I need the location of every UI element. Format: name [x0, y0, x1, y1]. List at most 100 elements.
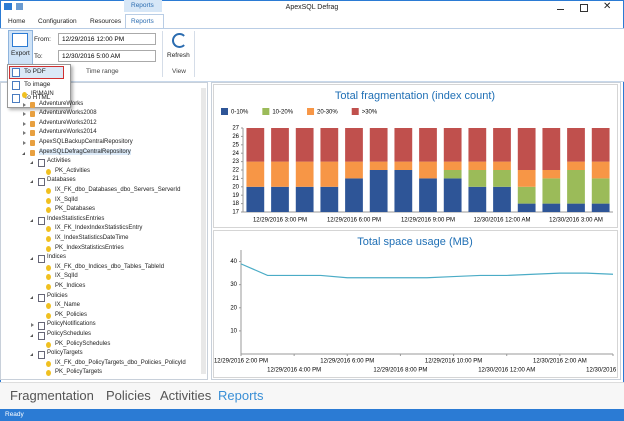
tree-item[interactable]: PK_Activities — [55, 167, 91, 174]
tab[interactable]: Configuration — [38, 18, 77, 25]
bar-segment — [271, 128, 289, 162]
bar-segment — [443, 170, 462, 179]
bar-segment — [345, 178, 363, 212]
tree-item[interactable]: PK_PolicyTargets — [55, 369, 103, 376]
tree-pane — [0, 82, 208, 380]
bar-segment — [591, 128, 610, 162]
bar-segment — [369, 128, 388, 162]
tree-item[interactable]: PolicySchedules — [47, 331, 92, 337]
bar-segment — [271, 186, 289, 212]
from-picker[interactable]: 12/29/2016 12:00 PM — [58, 33, 156, 45]
tree-item[interactable]: PK_Indices — [55, 283, 86, 289]
expander[interactable] — [23, 102, 26, 107]
from-value: 12/29/2016 12:00 PM — [62, 36, 125, 43]
y-tick-label: 27 — [232, 126, 239, 132]
expander[interactable] — [31, 323, 34, 328]
menu-highlight — [9, 66, 64, 79]
tree-item[interactable]: PolicyNotifications — [47, 321, 96, 328]
tree-item[interactable]: Policies — [47, 292, 68, 299]
bar-segment — [468, 170, 487, 187]
tab[interactable]: Home — [8, 18, 26, 25]
menu-item[interactable]: To HTML — [24, 94, 51, 101]
tree-item[interactable]: PK_PolicySchedules — [55, 340, 111, 347]
expander[interactable] — [30, 161, 33, 165]
tree-item[interactable]: IX_SqlId — [55, 273, 78, 280]
status-bar — [0, 409, 624, 421]
tree-item[interactable]: IX_SqlId — [55, 196, 78, 203]
bar-segment — [493, 186, 511, 212]
menu-item[interactable]: To PDF — [24, 68, 46, 75]
minimize[interactable] — [557, 9, 564, 10]
bar-segment — [320, 128, 339, 162]
y-tick-label: 18 — [232, 201, 239, 207]
tab[interactable]: Reports — [131, 18, 154, 25]
tree-icon — [46, 312, 51, 319]
tree-item[interactable]: IX_Name — [55, 302, 81, 309]
chart-frame — [213, 84, 618, 228]
nav-item[interactable]: Activities — [160, 388, 212, 403]
y-tick-label: 25 — [232, 142, 239, 148]
tree-item[interactable]: Indices — [47, 254, 67, 261]
scrollbar[interactable] — [201, 88, 206, 374]
expander[interactable] — [23, 131, 26, 136]
expander[interactable] — [30, 295, 33, 299]
close[interactable]: ✕ — [603, 1, 612, 12]
tree-icon — [38, 351, 45, 360]
tree-item[interactable]: IR\MAIN — [31, 91, 54, 97]
bar-segment — [567, 203, 585, 212]
tree-item[interactable]: AdventureWorks — [39, 100, 84, 107]
legend-swatch — [307, 108, 315, 115]
tree-item[interactable]: Activities — [47, 158, 71, 165]
tree-item[interactable]: PolicyTargets — [47, 350, 83, 357]
refresh-label[interactable]: Refresh — [167, 52, 190, 59]
expander[interactable] — [23, 112, 26, 117]
expander[interactable] — [30, 180, 33, 184]
tree-item[interactable]: Databases — [47, 177, 76, 184]
tree-item[interactable]: ApexSQLBackupCentralRepository — [39, 139, 133, 145]
bar-segment — [542, 170, 561, 179]
bar-segment — [542, 203, 561, 212]
tree-item[interactable]: AdventureWorks2014 — [39, 129, 97, 136]
tree-item[interactable]: PK_Databases — [55, 206, 96, 213]
tree-item[interactable]: IX_FK_dbo_Databases_dbo_Servers_ServerId — [55, 187, 181, 193]
maximize[interactable] — [580, 4, 588, 12]
nav-item[interactable]: Reports — [218, 388, 264, 403]
tree-item[interactable]: IX_FK_IndexIndexStatisticsEntry — [55, 225, 143, 232]
tree-item[interactable]: IX_IndexStatisticsDateTime — [55, 235, 129, 241]
tree-item[interactable]: IX_FK_dbo_Indices_dbo_Tables_TableId — [55, 263, 165, 270]
menu-item[interactable]: To image — [24, 81, 51, 88]
tree-item[interactable]: AdventureWorks2012 — [39, 119, 97, 126]
separator — [194, 31, 195, 77]
bar-segment — [468, 128, 487, 162]
x-tick-label: 12/29/2016 8:00 PM — [373, 368, 427, 374]
bar-segment — [443, 161, 462, 170]
y-tick-label: 10 — [230, 328, 237, 334]
tree-item[interactable]: PK_Policies — [55, 311, 88, 318]
nav-item[interactable]: Policies — [106, 388, 151, 403]
y-tick-label: 17 — [232, 210, 239, 216]
refresh-icon[interactable] — [172, 33, 187, 48]
to-picker[interactable]: 12/30/2016 5:00 AM — [58, 50, 156, 62]
tab[interactable]: Resources — [90, 18, 122, 25]
expander[interactable] — [30, 353, 33, 357]
expander[interactable] — [30, 334, 33, 337]
quick-access[interactable] — [16, 3, 23, 10]
expander[interactable] — [23, 141, 26, 145]
tree-item[interactable]: PK_IndexStatisticsEntries — [55, 244, 124, 251]
x-tick-label: 12/30/2016 12:00 AM — [478, 368, 535, 374]
expander[interactable] — [23, 121, 26, 126]
y-tick-label: 23 — [232, 159, 239, 165]
tree-item[interactable]: ApexSQLDefragCentralRepository — [39, 148, 131, 155]
legend-label: 10-20% — [272, 110, 293, 116]
expander[interactable] — [22, 151, 25, 155]
bar-segment — [419, 128, 437, 162]
tree-item[interactable]: IX_FK_dbo_PolicyTargets_dbo_Policies_Pol… — [55, 359, 186, 366]
nav-item[interactable]: Fragmentation — [10, 388, 94, 403]
y-tick-label: 24 — [232, 151, 239, 157]
expander[interactable] — [30, 218, 33, 222]
tree-item[interactable]: IndexStatisticsEntries — [47, 215, 105, 222]
expander[interactable] — [30, 257, 33, 261]
tree-item[interactable]: AdventureWorks2008 — [39, 110, 97, 117]
to-label: To: — [34, 53, 43, 60]
